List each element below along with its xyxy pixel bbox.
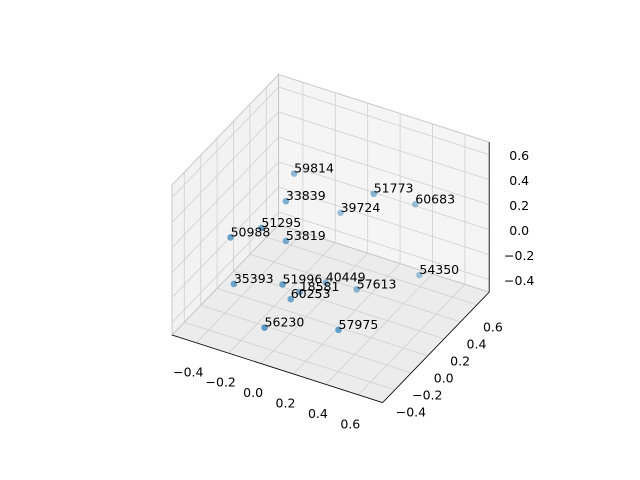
- tick-label: 0.4: [509, 173, 529, 188]
- point-label: 51773: [374, 181, 414, 196]
- tick-label: −0.4: [504, 273, 534, 288]
- grid-line: [249, 253, 461, 323]
- tick-label: −0.4: [396, 404, 426, 419]
- tick-label: 0.6: [340, 416, 360, 431]
- grid-line: [200, 304, 412, 374]
- point: [337, 209, 344, 217]
- point-label: 40449: [326, 270, 366, 285]
- grid-line: [278, 186, 490, 255]
- tick-label: 0.4: [467, 336, 487, 351]
- grid-line: [278, 86, 490, 155]
- axis-line: [171, 334, 383, 403]
- grid-line: [233, 270, 445, 340]
- point: [335, 326, 342, 334]
- grid-line: [358, 284, 466, 396]
- grid-line: [293, 263, 401, 375]
- tick-label: 0.2: [276, 396, 296, 411]
- grid-line: [171, 111, 279, 223]
- point-label: 56230: [265, 315, 305, 330]
- tick-label: 0.0: [434, 370, 454, 385]
- grid-line: [278, 111, 490, 180]
- tick-label: 0.2: [450, 353, 470, 368]
- grid-line: [171, 186, 279, 298]
- point: [261, 324, 268, 332]
- grid-line: [260, 252, 368, 364]
- point-label: 39724: [341, 200, 381, 215]
- point-label: 57613: [357, 276, 397, 291]
- point: [282, 237, 290, 245]
- grid-line: [325, 273, 433, 385]
- point: [282, 197, 290, 205]
- grid-line: [278, 136, 490, 205]
- axis-line: [382, 291, 490, 403]
- grid-line: [171, 86, 279, 198]
- tick-label: −0.2: [206, 375, 236, 390]
- point-label: 18581: [300, 279, 340, 294]
- grid-line: [184, 321, 396, 391]
- point: [230, 280, 238, 288]
- tick-label: 0.0: [509, 223, 529, 238]
- tick-label: 0.0: [243, 385, 263, 400]
- point-label: 54350: [419, 262, 459, 277]
- grid-line: [278, 161, 490, 230]
- point: [290, 170, 298, 177]
- point-label: 57975: [339, 317, 379, 332]
- tick-label: 0.4: [308, 406, 328, 421]
- point: [353, 286, 361, 293]
- point: [227, 234, 234, 241]
- point-label: 51996: [283, 271, 323, 286]
- tick-label: −0.2: [504, 248, 534, 263]
- tick-label: 0.6: [483, 319, 503, 334]
- point: [258, 224, 265, 232]
- point: [296, 288, 304, 296]
- point-label: 51295: [261, 215, 301, 230]
- grid-line: [266, 236, 478, 306]
- grid-line: [171, 136, 279, 248]
- point-label: 59814: [294, 161, 334, 176]
- point-label: 50988: [231, 224, 271, 239]
- grid-line: [196, 232, 304, 344]
- grid-line: [216, 287, 428, 357]
- point-label: 35393: [234, 271, 274, 286]
- point: [322, 279, 330, 286]
- tick-label: 0.2: [509, 198, 529, 213]
- grid-line: [278, 211, 490, 280]
- point-label: 53819: [286, 228, 326, 243]
- grid-line: [228, 242, 336, 354]
- point: [279, 281, 286, 288]
- grid-line: [171, 161, 279, 273]
- point-label: 60253: [291, 286, 331, 301]
- point: [287, 295, 295, 303]
- point-label: 33839: [286, 188, 326, 203]
- point: [416, 271, 423, 279]
- tick-label: −0.2: [412, 387, 442, 402]
- point-label: 60683: [415, 191, 455, 206]
- point: [411, 200, 419, 208]
- tick-label: −0.4: [173, 364, 203, 379]
- tick-label: 0.6: [509, 148, 529, 163]
- point: [370, 190, 378, 198]
